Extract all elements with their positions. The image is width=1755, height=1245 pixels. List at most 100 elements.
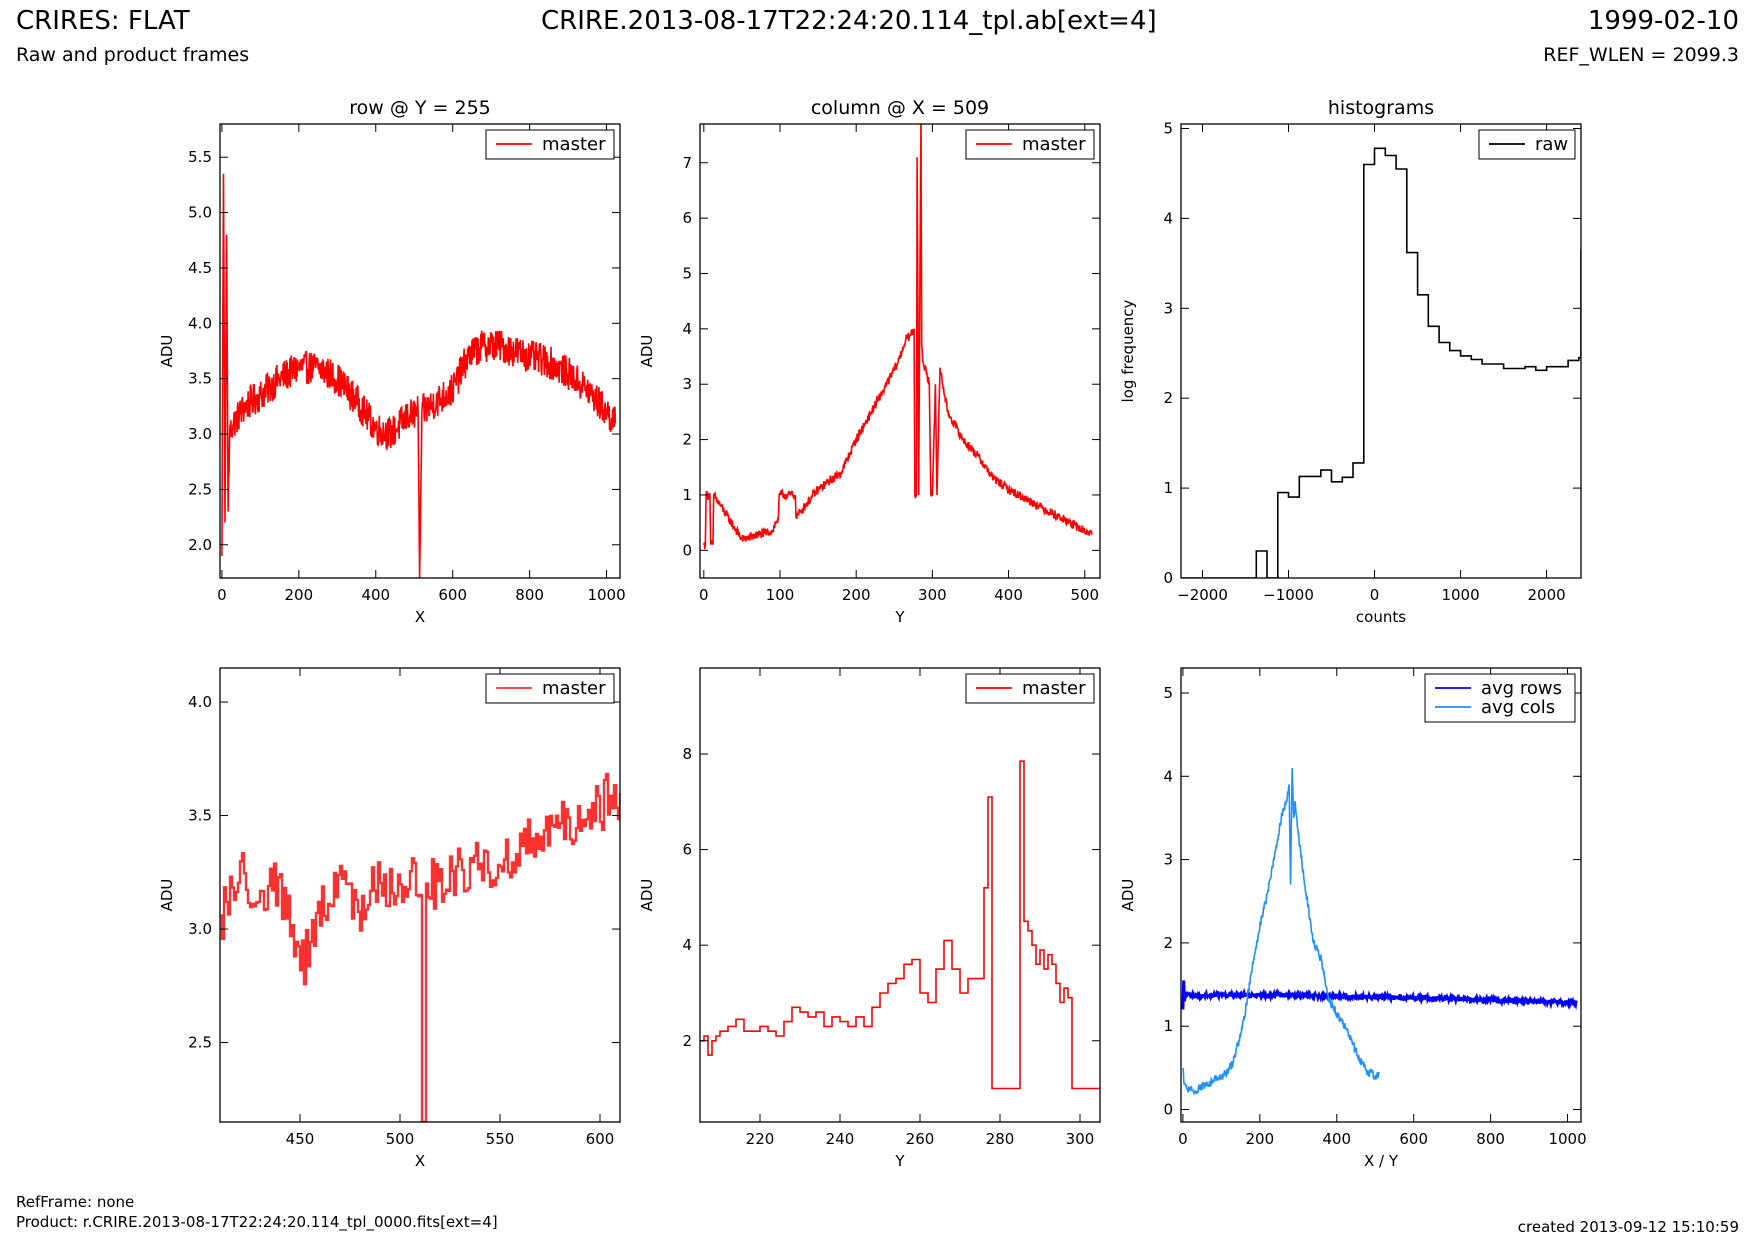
series-line-master (703, 124, 1093, 550)
y-tick-label: 4 (682, 320, 692, 338)
x-tick-label: 550 (486, 1130, 515, 1148)
x-axis-label: counts (1356, 608, 1406, 626)
plot-averages: 0 200 400 600 800 1000 0 1 2 3 4 5 X / Y ADU avg rowsa… (1119, 667, 1587, 1170)
y-tick-label: 3.0 (188, 920, 212, 938)
x-tick-label: 0 (699, 586, 709, 604)
plot-title: column @ X = 509 (811, 97, 989, 119)
product-label: Product: r.CRIRE.2013-08-17T22:24:20.114… (16, 1213, 498, 1231)
x-tick-label: 600 (438, 586, 467, 604)
x-tick-label: 500 (1070, 586, 1099, 604)
y-tick-label: 1 (1163, 1017, 1173, 1035)
y-tick-label: 3 (682, 375, 692, 393)
x-tick-label: 100 (766, 586, 795, 604)
series-line-master (700, 760, 1100, 1090)
x-tick-label: 2000 (1527, 586, 1565, 604)
plot-frame (219, 667, 621, 1123)
legend: master (965, 129, 1095, 160)
y-tick-label: 2.5 (188, 1034, 212, 1052)
x-axis-label: X (415, 608, 425, 626)
legend-box (965, 129, 1095, 160)
x-tick-label: 300 (918, 586, 947, 604)
legend-label: master (1022, 678, 1086, 699)
y-tick-label: 3.0 (188, 425, 212, 443)
figure-subtitle: Raw and product frames (16, 44, 250, 66)
y-tick-label: 0 (682, 541, 692, 559)
y-tick-label: 5.0 (188, 204, 212, 222)
legend: raw (1478, 129, 1576, 160)
x-tick-label: 200 (1246, 1130, 1275, 1148)
y-tick-label: 2.5 (188, 480, 212, 498)
y-tick-label: 1 (1163, 479, 1173, 497)
y-tick-label: 0 (1163, 1101, 1173, 1119)
x-tick-label: 1000 (587, 586, 625, 604)
y-tick-label: 8 (682, 745, 692, 763)
y-axis-label: ADU (638, 335, 656, 368)
y-tick-label: 7 (682, 154, 692, 172)
created-label: created 2013-09-12 15:10:59 (1517, 1218, 1739, 1236)
legend-label: avg cols (1481, 697, 1555, 718)
legend-label: master (1022, 134, 1086, 155)
y-tick-label: 4.5 (188, 259, 212, 277)
y-tick-label: 5 (1163, 119, 1173, 137)
y-tick-label: 2 (1163, 934, 1173, 952)
x-tick-label: 0 (1178, 1130, 1188, 1148)
x-tick-label: 200 (285, 586, 314, 604)
y-tick-label: 4 (682, 936, 692, 954)
y-tick-label: 3.5 (188, 370, 212, 388)
figure-title: CRIRES: FLAT (16, 6, 190, 36)
x-tick-label: 500 (386, 1130, 415, 1148)
y-tick-label: 4.0 (188, 314, 212, 332)
y-tick-label: 1 (682, 486, 692, 504)
y-axis-label: ADU (638, 879, 656, 912)
y-tick-label: 3 (1163, 851, 1173, 869)
plot-column-zoom: 220 240 260 280 300 2 4 6 8 Y ADU master (638, 667, 1101, 1170)
y-tick-label: 0 (1163, 569, 1173, 587)
y-axis-label: log frequency (1119, 299, 1137, 402)
plot-frame (219, 123, 621, 579)
legend-label: master (542, 678, 606, 699)
plot-title: row @ Y = 255 (349, 97, 491, 119)
x-tick-label: 400 (994, 586, 1023, 604)
y-tick-label: 5 (682, 264, 692, 282)
x-tick-label: 0 (217, 586, 227, 604)
series-line-avg-rows (1181, 980, 1578, 1011)
y-tick-label: 6 (682, 209, 692, 227)
x-tick-label: 1000 (1441, 586, 1479, 604)
x-tick-label: 450 (286, 1130, 315, 1148)
y-tick-label: 4.0 (188, 693, 212, 711)
plot-column: 0 100 200 300 400 500 0 1 2 3 4 5 6 7 column @ X = 509… (638, 97, 1101, 626)
x-tick-label: −1000 (1263, 586, 1314, 604)
x-axis-label: Y (894, 608, 905, 626)
y-tick-label: 2.0 (188, 536, 212, 554)
x-tick-label: 800 (515, 586, 544, 604)
plot-row-zoom: 450 500 550 600 2.5 3.0 3.5 4.0 X ADU master (158, 667, 621, 1170)
y-tick-label: 5.5 (188, 148, 212, 166)
y-tick-label: 6 (682, 841, 692, 859)
x-tick-label: 1000 (1548, 1130, 1586, 1148)
plot-frame (699, 667, 1101, 1123)
y-tick-label: 2 (682, 431, 692, 449)
y-tick-label: 4 (1163, 767, 1173, 785)
legend-label: avg rows (1481, 678, 1562, 699)
y-axis-label: ADU (158, 879, 176, 912)
x-tick-label: 260 (906, 1130, 935, 1148)
y-tick-label: 5 (1163, 684, 1173, 702)
x-tick-label: 300 (1066, 1130, 1095, 1148)
observation-date: 1999-02-10 (1587, 6, 1739, 36)
x-tick-label: −2000 (1177, 586, 1228, 604)
x-tick-label: 400 (361, 586, 390, 604)
y-tick-label: 2 (682, 1032, 692, 1050)
legend: master (485, 673, 615, 704)
plot-title: histograms (1328, 97, 1434, 119)
series-line-avg-cols (1182, 767, 1380, 1097)
series-line-master (221, 173, 617, 578)
series-line-master (220, 772, 620, 1122)
y-tick-label: 2 (1163, 389, 1173, 407)
legend: master (485, 129, 615, 160)
plot-row: 0 200 400 600 800 1000 2.0 2.5 3.0 3.5 4.0 4.5 5.0 5.… (158, 97, 626, 626)
y-tick-label: 4 (1163, 209, 1173, 227)
x-axis-label: X / Y (1364, 1152, 1399, 1170)
y-axis-label: ADU (158, 335, 176, 368)
legend: master (965, 673, 1095, 704)
